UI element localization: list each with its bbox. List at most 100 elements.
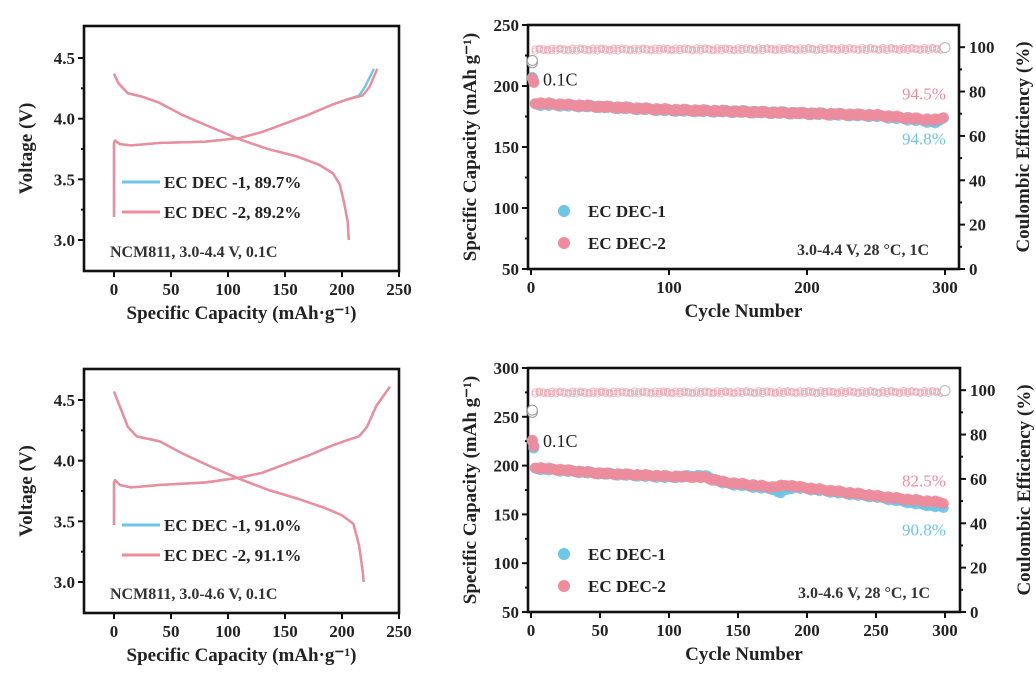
y-tick-label: 100 xyxy=(494,199,520,218)
ce-point xyxy=(614,45,622,53)
ce-point xyxy=(672,44,680,52)
ce-point xyxy=(912,387,920,395)
ce-point xyxy=(858,44,866,52)
discharge-curve-2 xyxy=(112,73,350,241)
ce-point xyxy=(829,387,837,396)
ce-point xyxy=(676,388,684,396)
x-axis-label: Cycle Number xyxy=(685,301,803,322)
x-tick-label: 250 xyxy=(863,621,889,640)
ce-point xyxy=(552,45,560,53)
ce-point xyxy=(891,44,899,53)
ce-point xyxy=(879,46,887,54)
ce-point xyxy=(775,389,784,397)
y2-tick-label: 80 xyxy=(970,426,987,445)
ce-point xyxy=(572,45,581,53)
ce-point xyxy=(655,45,663,53)
y-tick-label: 50 xyxy=(502,603,519,622)
ce-point xyxy=(618,387,626,395)
ce-point xyxy=(924,387,933,395)
legend-marker-1 xyxy=(558,205,570,217)
ce-point xyxy=(585,45,593,54)
rate-label: 0.1C xyxy=(543,431,578,451)
y-tick-label: 150 xyxy=(494,505,520,524)
discharge-curve-2 xyxy=(112,391,365,583)
ce-point xyxy=(808,387,817,396)
ce-point xyxy=(771,45,779,53)
ce-point xyxy=(643,45,651,53)
ce-point xyxy=(581,45,589,53)
ce-point xyxy=(891,387,899,396)
rate-label: 0.1C xyxy=(543,70,578,90)
ce-point xyxy=(920,389,928,397)
ce-point xyxy=(560,45,568,53)
y-tick-label: 300 xyxy=(494,359,520,378)
ce-point xyxy=(676,45,684,53)
ce-point xyxy=(825,387,833,395)
ce-point xyxy=(622,45,630,53)
ce-point xyxy=(800,387,808,396)
ce-point xyxy=(763,387,771,395)
ce-point xyxy=(821,387,829,396)
ce-point xyxy=(841,46,850,55)
y-tick-label: 4.5 xyxy=(54,49,75,68)
ce-point xyxy=(870,44,879,53)
ce-point xyxy=(920,387,928,395)
voltage-profile-4.4-panel: 0 50 100 150 200 250 3.0 3.5 4.0 4.5 Specific Capa… xyxy=(16,24,412,324)
y2-tick-label: 20 xyxy=(969,216,986,235)
ce-point xyxy=(564,45,572,54)
ce-point xyxy=(846,387,854,395)
ce-point xyxy=(759,44,767,53)
ce-point xyxy=(659,44,668,52)
ce-point xyxy=(788,387,796,396)
ce-point xyxy=(639,387,647,395)
x-tick-label: 100 xyxy=(215,622,241,641)
y2-tick-label: 100 xyxy=(970,381,996,400)
ce-point xyxy=(813,388,821,396)
ce-point xyxy=(668,388,676,397)
ce-point xyxy=(672,46,680,54)
ce-point xyxy=(659,387,668,395)
x-tick-label: 100 xyxy=(656,621,682,640)
ce-point xyxy=(672,387,680,395)
ce-point xyxy=(564,388,572,397)
ce-point xyxy=(709,388,717,396)
y-tick-label: 3.5 xyxy=(54,512,75,531)
ce-point xyxy=(755,46,763,54)
ce-point xyxy=(858,46,866,54)
ce-point xyxy=(750,388,759,396)
ce-point xyxy=(572,388,581,396)
legend-label-2: EC DEC -2, 89.2% xyxy=(164,203,301,222)
ce-point xyxy=(779,44,788,53)
x-tick-label: 200 xyxy=(329,622,355,641)
ce-point xyxy=(548,387,556,395)
ce-point xyxy=(775,46,784,54)
x-tick-label: 200 xyxy=(794,621,820,640)
y2-tick-label: 0 xyxy=(969,260,978,279)
y-tick-label: 100 xyxy=(494,554,520,573)
x-tick-label: 100 xyxy=(215,280,241,299)
ce-point xyxy=(593,388,601,396)
x-tick-label: 200 xyxy=(329,280,355,299)
condition-annotation: 3.0-4.4 V, 28 °C, 1C xyxy=(797,242,929,259)
ce-point xyxy=(535,387,543,395)
ce-point xyxy=(730,45,738,53)
ce-point xyxy=(668,45,676,54)
condition-annotation: NCM811, 3.0-4.4 V, 0.1C xyxy=(110,244,277,261)
y2-tick-label: 60 xyxy=(969,127,986,146)
ce-point xyxy=(738,387,746,396)
ce-point xyxy=(630,46,639,54)
y-axis-label: Specific Capacity (mAh g⁻¹) xyxy=(460,376,481,604)
ce-point xyxy=(792,388,800,396)
ce-point xyxy=(680,387,688,395)
x-tick-label: 150 xyxy=(272,280,298,299)
ce-point xyxy=(614,388,622,396)
ce-point xyxy=(684,45,692,53)
ce-point xyxy=(688,45,697,54)
ce-point xyxy=(601,388,610,396)
ce-point xyxy=(800,44,808,53)
ce-point xyxy=(597,44,606,52)
ce-point xyxy=(543,388,552,397)
ce-point xyxy=(841,387,850,396)
y-tick-label: 250 xyxy=(494,16,520,35)
y-tick-label: 3.0 xyxy=(54,573,75,592)
